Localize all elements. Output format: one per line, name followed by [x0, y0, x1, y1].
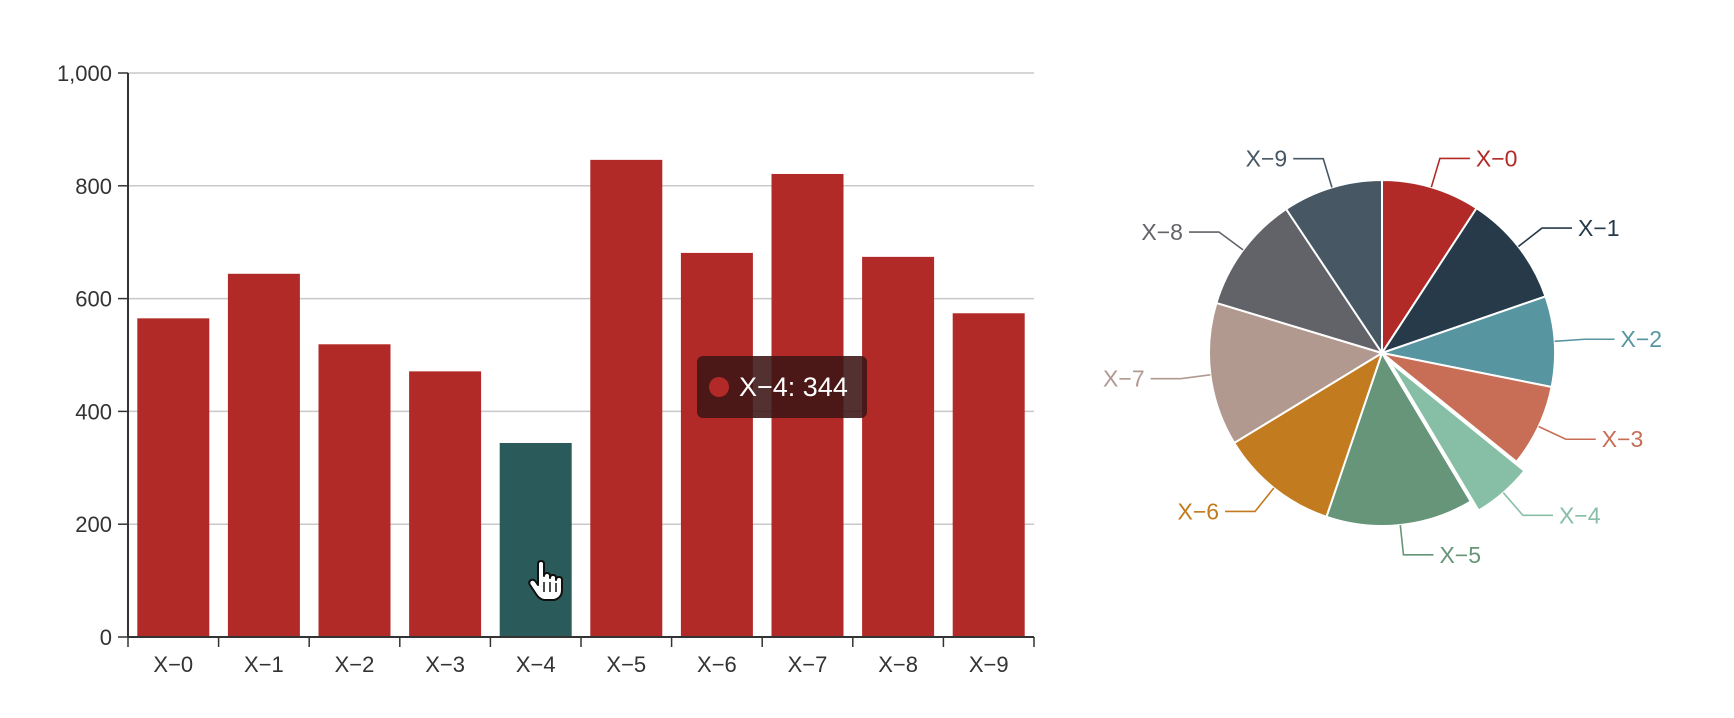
- y-tick-label: 600: [75, 287, 112, 312]
- pie-label-line: [1538, 425, 1596, 441]
- pie-slices: [1208, 179, 1556, 527]
- pie-label-9: X−9: [1246, 146, 1288, 172]
- y-tick-label: 0: [100, 625, 112, 650]
- y-tick-label: 800: [75, 174, 112, 199]
- pie-label-3: X−3: [1602, 426, 1644, 452]
- y-tick-label: 1,000: [57, 61, 112, 86]
- pie-slice-4[interactable]: [1388, 361, 1526, 512]
- pie-label-line: [1517, 227, 1572, 248]
- pie-label-2: X−2: [1621, 326, 1663, 352]
- pie-slice-8[interactable]: [1215, 208, 1383, 354]
- x-tick-labels: X−0 X−1 X−2 X−3 X−4 X−5 X−6 X−7 X−8 X−9: [153, 652, 1008, 677]
- pie-labels: X−0 X−1 X−2 X−3 X−4 X−5 X−6 X−7 X−8 X−9: [1103, 145, 1662, 567]
- pie-slice-2[interactable]: [1381, 295, 1556, 388]
- pie-slice-1[interactable]: [1381, 207, 1547, 354]
- x-tick-label: X−7: [788, 652, 828, 677]
- tooltip: X−4: 344: [697, 356, 867, 418]
- x-tick-label: X−9: [969, 652, 1009, 677]
- pie-label-line: [1430, 157, 1470, 188]
- bars: [137, 159, 1025, 637]
- x-tick-label: X−8: [878, 652, 918, 677]
- bar-4[interactable]: [499, 442, 572, 637]
- pie-label-line: [1399, 524, 1434, 556]
- pie-label-lines: [1150, 157, 1615, 556]
- bar-6[interactable]: [680, 252, 753, 637]
- axes: [118, 72, 1035, 647]
- y-tick-label: 200: [75, 512, 112, 537]
- hand-cursor-icon: [528, 560, 564, 602]
- x-tick-label: X−6: [697, 652, 737, 677]
- x-tick-label: X−2: [335, 652, 375, 677]
- pie-label-1: X−1: [1578, 215, 1620, 241]
- x-tick-label: X−0: [153, 652, 193, 677]
- bar-3[interactable]: [409, 371, 482, 637]
- pie-label-line: [1554, 338, 1615, 343]
- pie-label-line: [1188, 231, 1244, 251]
- pie-label-4: X−4: [1559, 502, 1601, 528]
- bar-2[interactable]: [318, 344, 391, 637]
- pie-chart: X−0 X−1 X−2 X−3 X−4 X−5 X−6 X−7 X−8 X−9: [1103, 145, 1662, 567]
- y-tick-labels: 0 200 400 600 800 1,000: [57, 61, 112, 650]
- tooltip-series-dot: [709, 377, 729, 397]
- pie-label-7: X−7: [1103, 366, 1145, 392]
- x-tick-label: X−4: [516, 652, 556, 677]
- tooltip-text: X−4: 344: [739, 371, 848, 402]
- bar-chart: 0 200 400 600 800 1,000 X−0 X−1 X−2 X−3 X−4 X−5 X−6…: [57, 61, 1035, 677]
- x-tick-label: X−1: [244, 652, 284, 677]
- pie-label-line: [1225, 487, 1275, 513]
- x-tick-label: X−3: [425, 652, 465, 677]
- x-tick-label: X−5: [606, 652, 646, 677]
- y-tick-label: 400: [75, 399, 112, 424]
- pie-label-0: X−0: [1476, 145, 1518, 171]
- bar-8[interactable]: [862, 256, 935, 637]
- pie-label-line: [1150, 374, 1211, 380]
- bar-5[interactable]: [590, 159, 663, 637]
- pie-label-8: X−8: [1141, 219, 1183, 245]
- pie-label-line: [1293, 157, 1333, 188]
- bar-9[interactable]: [952, 313, 1025, 637]
- bar-0[interactable]: [137, 318, 210, 637]
- pie-label-line: [1502, 492, 1553, 517]
- pie-label-5: X−5: [1439, 542, 1481, 568]
- bar-1[interactable]: [227, 273, 300, 637]
- pie-label-6: X−6: [1177, 498, 1219, 524]
